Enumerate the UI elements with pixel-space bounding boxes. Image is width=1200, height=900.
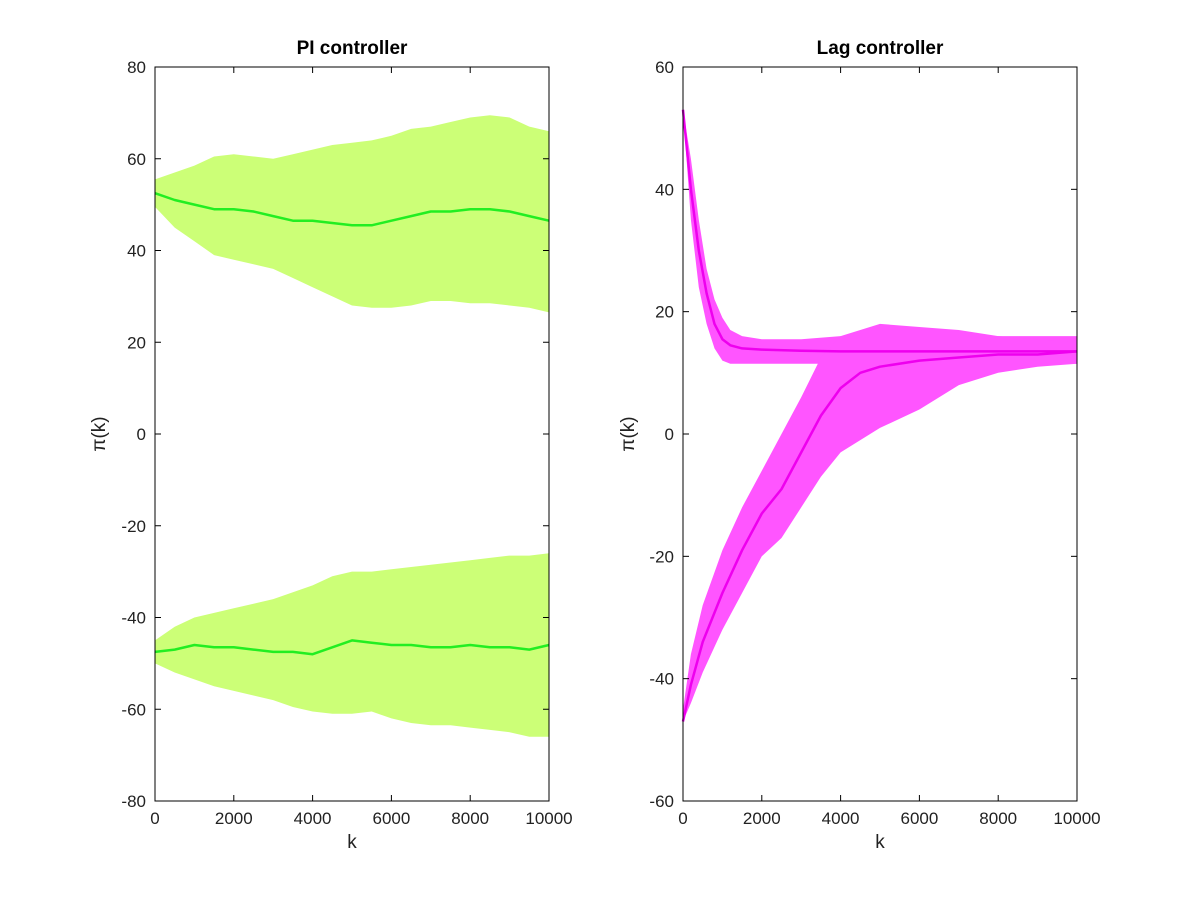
lag-y-tick-label: 60 <box>655 58 674 77</box>
lag-y-tick-label: -60 <box>649 792 674 811</box>
pi-series-0-band <box>155 115 549 313</box>
lag-y-axis-label: π(k) <box>618 416 639 451</box>
pi-y-tick-label: 80 <box>127 58 146 77</box>
pi-y-tick-label: 0 <box>137 425 146 444</box>
pi-y-tick-label: 60 <box>127 150 146 169</box>
pi-x-tick-label: 4000 <box>294 809 332 828</box>
lag-series-0-mean-line <box>681 109 1077 353</box>
pi-y-tick-label: -40 <box>121 609 146 628</box>
lag-y-tick-label: 20 <box>655 303 674 322</box>
lag-y-tick-label: -40 <box>649 670 674 689</box>
pi-y-tick-label: -20 <box>121 517 146 536</box>
lag-x-tick-label: 4000 <box>822 809 860 828</box>
pi-x-tick-label: 8000 <box>451 809 489 828</box>
pi-x-axis-label: k <box>347 832 357 853</box>
pi-x-tick-label: 0 <box>150 809 159 828</box>
pi-y-tick-label: -60 <box>121 700 146 719</box>
lag-x-tick-label: 8000 <box>979 809 1017 828</box>
lag-series-1-mean-line <box>681 350 1078 722</box>
lag-y-tick-label: 0 <box>665 425 674 444</box>
pi-x-tick-label: 10000 <box>525 809 572 828</box>
pi-series-1-band <box>155 553 549 737</box>
lag-x-axis-label: k <box>875 832 885 853</box>
pi-x-tick-label: 2000 <box>215 809 253 828</box>
pi-y-tick-label: 20 <box>127 333 146 352</box>
lag-x-tick-label: 0 <box>678 809 687 828</box>
pi-series-0-mean-line <box>154 192 550 227</box>
lag-series-1-band <box>683 323 1077 722</box>
pi-controller-title: PI controller <box>297 38 408 59</box>
lag-x-tick-label: 10000 <box>1053 809 1100 828</box>
lag-controller-panel: Lag controller k π(k) 0 2000 4000 6000 8000 1… <box>618 38 1101 853</box>
lag-axes-box <box>682 66 1078 802</box>
lag-x-tick-label: 6000 <box>900 809 938 828</box>
pi-y-tick-label: -80 <box>121 792 146 811</box>
lag-y-tick-label: 40 <box>655 180 674 199</box>
lag-x-tick-label: 2000 <box>743 809 781 828</box>
lag-controller-title: Lag controller <box>817 38 944 59</box>
pi-controller-panel: PI controller k π(k) 0 2000 4000 6000 8000 10… <box>89 38 573 853</box>
pi-x-tick-label: 6000 <box>372 809 410 828</box>
pi-y-tick-label: 40 <box>127 242 146 261</box>
pi-series-1-mean-line <box>154 639 550 656</box>
pi-y-axis-label: π(k) <box>89 416 110 451</box>
lag-y-tick-label: -20 <box>649 547 674 566</box>
